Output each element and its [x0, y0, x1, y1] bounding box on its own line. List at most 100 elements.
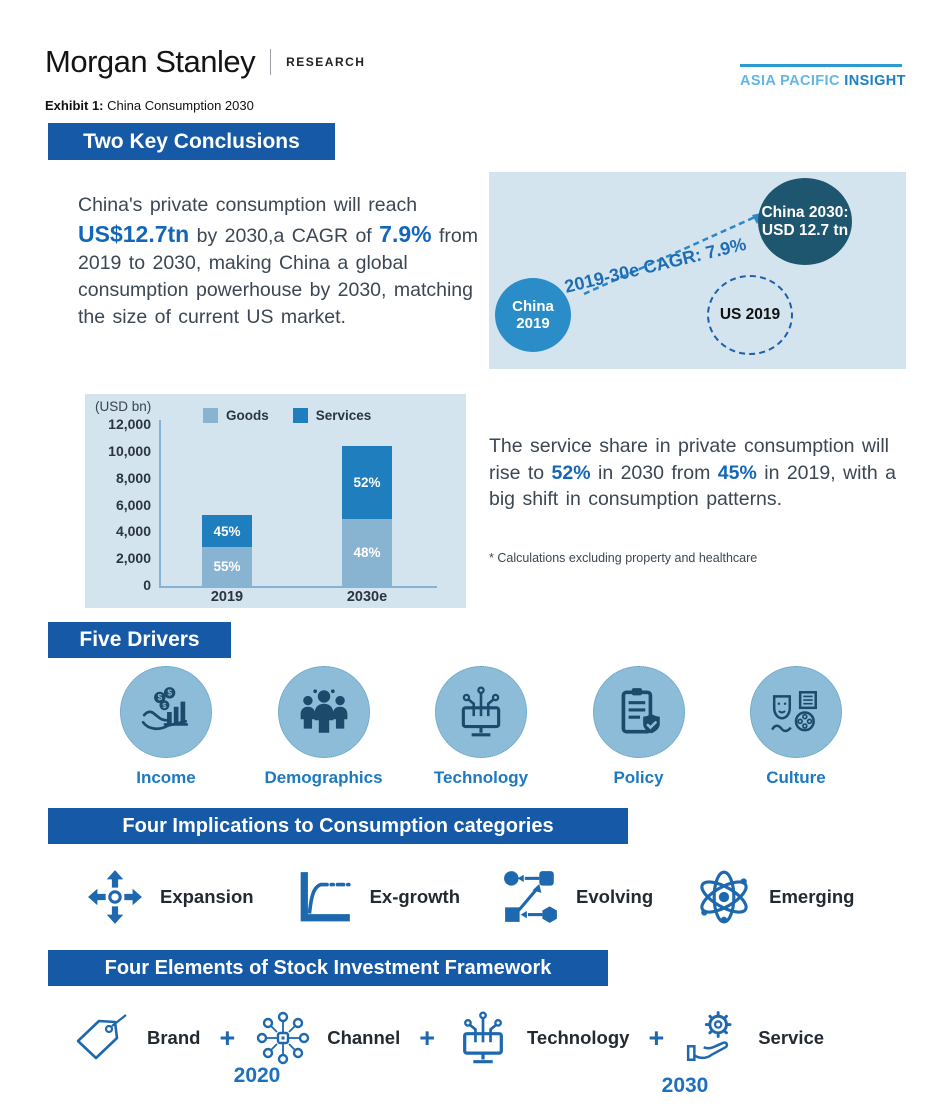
paragraph-text: China's private consumption will reach	[78, 194, 418, 216]
highlight-value: 7.9%	[379, 220, 432, 247]
y-axis-tick: 6,000	[115, 496, 151, 513]
y-axis-tick: 10,000	[108, 442, 151, 459]
legend-label: Services	[315, 408, 372, 423]
framework-label: Service	[758, 1027, 825, 1048]
y-axis-tick: 8,000	[115, 469, 151, 486]
framework-brand: Brand	[72, 1010, 200, 1066]
y-axis-tick: 4,000	[115, 523, 151, 540]
region-rule	[740, 64, 902, 67]
driver-culture: Culture	[730, 666, 862, 788]
stacked-bar-2030e: 48% 52%	[342, 446, 392, 586]
x-tick-2019: 2019	[210, 589, 244, 605]
driver-policy: Policy	[573, 666, 705, 788]
svg-text:$: $	[162, 701, 166, 710]
china-2030-circle: China 2030: USD 12.7 tn	[758, 178, 852, 265]
paragraph-text: in 2019, with a big shift in consumption…	[489, 461, 896, 511]
framework-label: Brand	[147, 1027, 201, 1048]
services-swatch	[292, 408, 308, 423]
evolving-icon	[504, 871, 557, 923]
circle-text: China 2030:	[761, 203, 849, 221]
highlight-value: US$12.7tn	[78, 220, 190, 247]
china-2019-circle: China 2019	[495, 278, 571, 352]
y-axis-unit-label: (USD bn)	[95, 399, 152, 414]
driver-label: Income	[136, 768, 196, 787]
paragraph-text: from 2019 to 2030, making China a global…	[78, 224, 479, 328]
region-title-light: ASIA PACIFIC	[740, 73, 840, 89]
implication-label: Expansion	[160, 886, 254, 907]
implication-label: Evolving	[576, 886, 654, 907]
calculation-footnote: * Calculations excluding property and he…	[489, 551, 758, 565]
driver-label: Policy	[613, 768, 664, 787]
goods-swatch	[203, 408, 218, 423]
svg-text:$: $	[167, 687, 172, 697]
implication-evolving: Evolving	[502, 868, 653, 926]
ex-growth-icon	[300, 872, 351, 922]
division-label: RESEARCH	[286, 55, 366, 69]
year-end-label: 2030	[661, 1074, 709, 1097]
banner-four-implications: Four Implications to Consumption categor…	[48, 808, 628, 844]
goods-segment: 55%	[202, 547, 252, 586]
implication-expansion: Expansion	[86, 868, 254, 926]
banner-two-key-conclusions: Two Key Conclusions	[48, 123, 335, 160]
stacked-bar-2019: 55% 45%	[202, 515, 252, 586]
legend-item-services: Services	[292, 408, 372, 423]
implications-row: Expansion Ex-growth	[86, 854, 906, 940]
conclusion-paragraph-2: The service share in private consumption…	[489, 433, 925, 513]
channel-network-icon	[257, 1011, 310, 1065]
circle-text: USD 12.7 tn	[761, 221, 849, 239]
highlight-value: 45%	[717, 461, 757, 484]
implication-label: Emerging	[769, 886, 855, 907]
region-title: ASIA PACIFIC INSIGHT	[740, 73, 906, 89]
framework-label: Channel	[327, 1027, 401, 1048]
region-banner: ASIA PACIFIC INSIGHT	[740, 64, 906, 89]
framework-channel: Channel	[254, 1010, 400, 1066]
goods-segment: 48%	[342, 519, 392, 586]
income-icon: $ $ $	[120, 666, 212, 758]
consumption-bar-chart: (USD bn) 12,000 10,000 8,000 6,000 4,000 2,00…	[85, 394, 466, 608]
brand-name: Morgan Stanley	[45, 44, 256, 79]
plus-sign: +	[419, 1022, 435, 1053]
paragraph-text: The service share in private consumption…	[489, 435, 890, 484]
growth-diagram-panel: 2019-30e CAGR: 7.9% China 2019 China 203…	[489, 172, 906, 369]
driver-label: Technology	[433, 768, 529, 787]
emerging-icon	[700, 870, 748, 924]
logo-divider	[270, 49, 272, 75]
brand-tag-icon	[76, 1014, 127, 1060]
conclusion-paragraph-1: China's private consumption will reach U…	[78, 192, 492, 330]
driver-label: Demographics	[264, 768, 383, 787]
highlight-value: 52%	[551, 461, 591, 484]
y-axis-tick: 12,000	[108, 416, 151, 432]
demographics-icon	[277, 666, 370, 758]
technology-icon	[435, 666, 527, 758]
services-segment: 52%	[342, 446, 392, 519]
paragraph-text: by 2030,a CAGR of	[189, 224, 380, 247]
framework-row: Brand + Channel	[72, 1000, 912, 1076]
culture-icon	[750, 666, 842, 758]
circle-text: China	[512, 297, 554, 315]
y-axis-tick: 0	[143, 577, 151, 593]
driver-label: Culture	[766, 768, 826, 787]
paragraph-text: in 2030 from	[590, 461, 718, 484]
banner-five-drivers: Five Drivers	[48, 622, 231, 658]
circle-text: US 2019	[719, 306, 781, 324]
exhibit-label: Exhibit 1:	[45, 98, 104, 113]
exhibit-caption: Exhibit 1: China Consumption 2030	[45, 98, 254, 113]
banner-framework: Four Elements of Stock Investment Framew…	[48, 950, 608, 986]
svg-text:$: $	[157, 692, 162, 702]
legend-item-goods: Goods	[203, 408, 269, 423]
y-axis: 12,000 10,000 8,000 6,000 4,000 2,000 0	[91, 394, 151, 608]
y-axis-line	[159, 420, 161, 588]
framework-service: Service	[683, 1009, 824, 1067]
policy-icon	[592, 666, 685, 758]
technology-monitor-icon	[463, 1011, 503, 1064]
y-axis-tick: 2,000	[115, 550, 151, 567]
plus-sign: +	[219, 1022, 236, 1053]
circle-text: 2019	[516, 315, 550, 332]
driver-technology: Technology	[415, 666, 547, 788]
framework-label: Technology	[527, 1027, 630, 1048]
x-axis-line	[159, 586, 437, 588]
year-start-label: 2020	[233, 1064, 281, 1087]
implication-emerging: Emerging	[695, 868, 854, 926]
driver-demographics: Demographics	[258, 666, 390, 788]
